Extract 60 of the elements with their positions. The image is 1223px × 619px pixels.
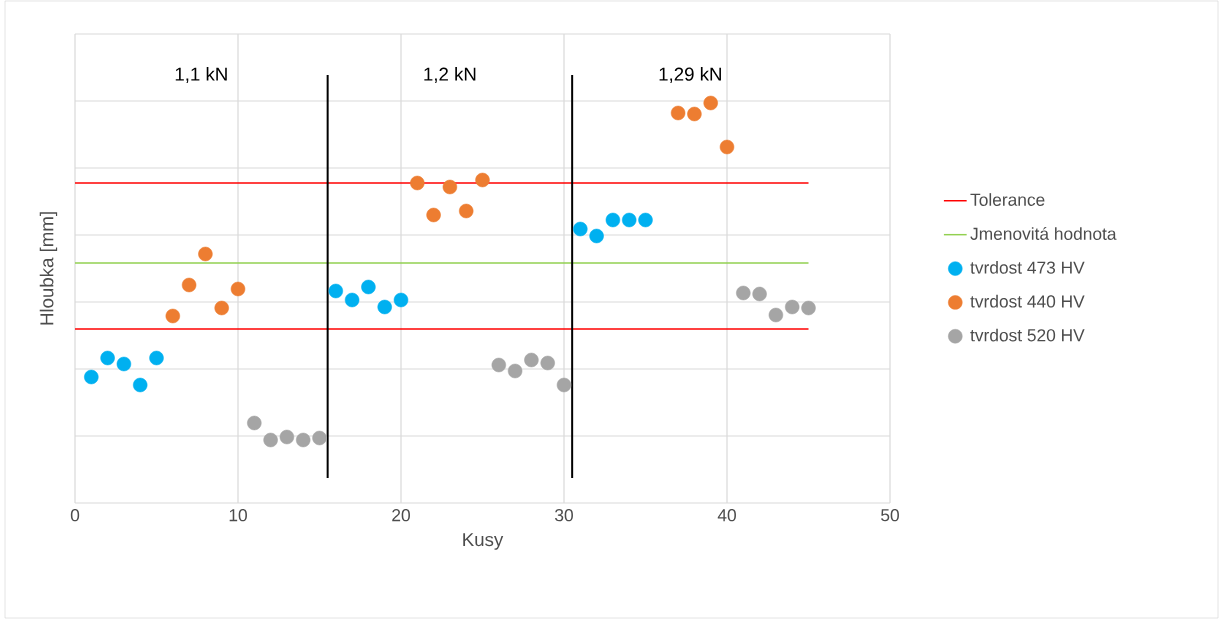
point bbox=[426, 207, 441, 223]
point bbox=[605, 212, 621, 228]
point bbox=[556, 377, 572, 393]
point bbox=[491, 357, 507, 373]
point bbox=[719, 139, 735, 155]
legend-label: tvrdost 440 HV bbox=[970, 294, 1085, 308]
point bbox=[328, 283, 344, 299]
point bbox=[573, 221, 588, 237]
legend-label: tvrdost 473 HV bbox=[970, 261, 1085, 274]
point bbox=[165, 308, 181, 324]
point bbox=[149, 350, 164, 366]
point bbox=[116, 356, 132, 372]
text: 1,1 kN bbox=[175, 67, 227, 83]
x-tick-label: 30 bbox=[555, 509, 573, 522]
x-tick-label: 20 bbox=[392, 509, 410, 522]
legend-label: Jmenovitá hodnota bbox=[970, 227, 1117, 240]
point bbox=[198, 246, 213, 262]
point bbox=[230, 281, 246, 297]
point bbox=[214, 300, 229, 316]
text: 1,29 kN bbox=[659, 67, 721, 83]
point bbox=[638, 212, 653, 228]
x-tick-label: 10 bbox=[229, 509, 247, 522]
point bbox=[100, 350, 115, 366]
x-tick-label: 0 bbox=[70, 509, 80, 522]
text: 1,2 kN bbox=[424, 67, 476, 83]
point bbox=[670, 105, 686, 121]
point bbox=[410, 175, 425, 191]
point bbox=[622, 212, 637, 228]
point bbox=[703, 95, 718, 111]
point bbox=[752, 286, 767, 302]
point bbox=[181, 277, 197, 293]
point bbox=[133, 377, 148, 393]
point bbox=[377, 299, 392, 315]
point bbox=[312, 430, 327, 446]
point bbox=[459, 203, 474, 219]
y-axis-title: Hloubka [mm] bbox=[39, 212, 58, 325]
x-tick-label: 50 bbox=[881, 509, 899, 522]
point bbox=[768, 307, 784, 323]
point bbox=[84, 369, 99, 385]
point bbox=[687, 106, 702, 122]
point bbox=[475, 172, 490, 188]
point bbox=[507, 363, 523, 379]
point bbox=[736, 285, 751, 301]
x-tick-label: 40 bbox=[717, 509, 736, 522]
point bbox=[393, 292, 409, 308]
point bbox=[442, 179, 458, 195]
point bbox=[361, 279, 376, 295]
point bbox=[785, 299, 800, 315]
point bbox=[540, 355, 555, 371]
point bbox=[801, 300, 816, 316]
point bbox=[263, 432, 278, 448]
point bbox=[524, 352, 539, 368]
point bbox=[589, 228, 604, 244]
x-axis-title: Kusy bbox=[463, 533, 504, 550]
point bbox=[247, 415, 262, 431]
legend-label: tvrdost 520 HV bbox=[970, 328, 1085, 342]
point bbox=[279, 429, 295, 445]
legend-label: Tolerance bbox=[970, 193, 1045, 206]
point bbox=[344, 292, 360, 308]
point bbox=[296, 432, 311, 448]
